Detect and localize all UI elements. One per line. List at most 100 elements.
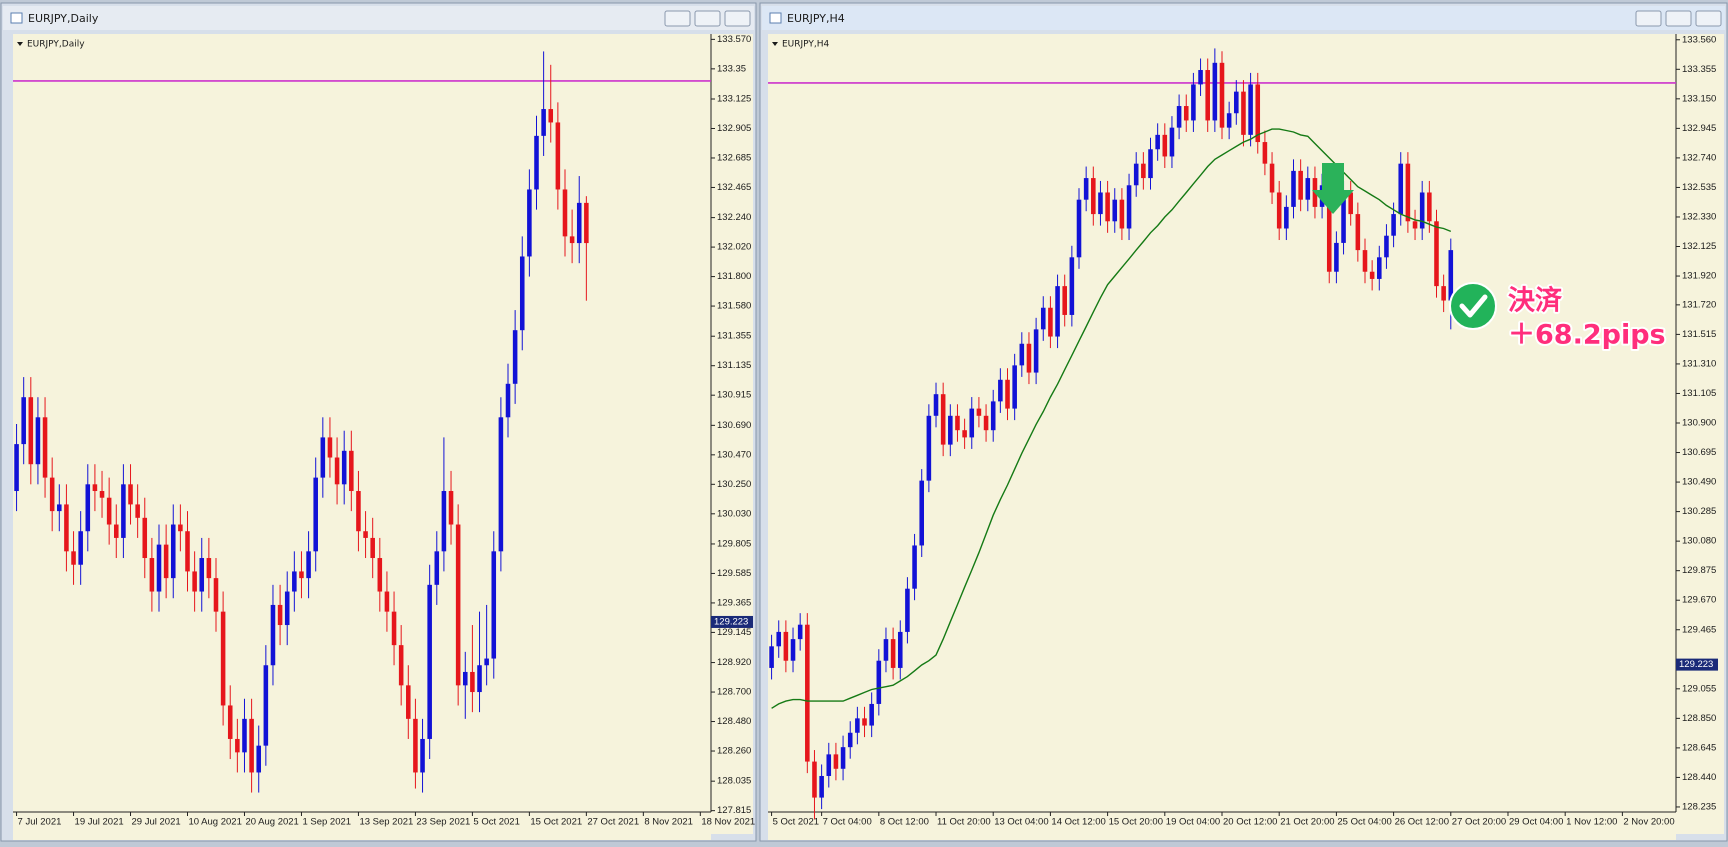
candle-body <box>384 591 390 612</box>
candle-body <box>1212 62 1218 121</box>
chart-symbol: EURJPY,Daily <box>27 40 85 50</box>
price-label-box <box>1676 658 1718 671</box>
candle-body <box>57 504 62 512</box>
x-tick-label: 20 Oct 12:00 <box>1223 817 1277 828</box>
candle-body <box>998 379 1003 402</box>
y-tick-label: 129.365 <box>717 597 751 608</box>
candle-body <box>1384 235 1389 258</box>
candle-body <box>377 558 383 592</box>
y-tick-label: 132.685 <box>717 152 751 163</box>
candle-body <box>113 524 119 538</box>
symbol-marker <box>772 42 778 46</box>
candle-body <box>1255 84 1261 143</box>
y-tick-label: 131.310 <box>1682 358 1716 369</box>
candle-body <box>555 122 561 190</box>
y-tick-label: 130.030 <box>717 508 751 519</box>
candle-body <box>876 660 882 704</box>
candle-body <box>391 611 397 646</box>
close-button[interactable] <box>1695 10 1722 27</box>
candle-body <box>955 415 960 431</box>
candle-body <box>1291 170 1296 207</box>
candle-body <box>334 457 340 485</box>
candle-body <box>99 491 105 498</box>
y-tick-label: 131.580 <box>717 301 751 312</box>
candle-body <box>263 665 269 746</box>
candle-body <box>797 624 803 640</box>
candle-body <box>1040 307 1046 330</box>
y-tick-label: 133.355 <box>1682 64 1716 75</box>
candle-body <box>1305 178 1311 200</box>
candle-body <box>819 775 824 798</box>
candle-body <box>962 430 967 438</box>
y-tick-label: 131.355 <box>717 331 751 342</box>
candle-body <box>1119 199 1125 229</box>
y-tick-label: 129.670 <box>1682 595 1716 606</box>
candle-body <box>1148 149 1153 179</box>
candle-body <box>170 524 176 579</box>
candle-body <box>1241 91 1246 135</box>
candle-body <box>1191 84 1196 121</box>
candle-body <box>270 604 276 666</box>
candle-body <box>178 524 183 532</box>
candle-body <box>1048 307 1053 337</box>
profit-label: ＋68.2pips <box>1508 320 1666 351</box>
y-tick-label: 128.440 <box>1682 772 1716 783</box>
candle-body <box>519 256 525 331</box>
candle-body <box>21 397 26 445</box>
candle-body <box>1234 91 1239 114</box>
candle-body <box>862 718 867 726</box>
x-tick-label: 13 Oct 04:00 <box>994 817 1048 828</box>
candle-body <box>370 537 375 559</box>
y-tick-label: 132.465 <box>717 182 751 193</box>
minimize-button[interactable] <box>1635 10 1662 27</box>
candle-body <box>42 417 48 478</box>
candle-body <box>470 671 475 693</box>
candle-body <box>1369 271 1375 279</box>
y-tick-label: 130.900 <box>1682 418 1716 429</box>
candle-body <box>420 738 425 773</box>
candle-body <box>790 639 796 661</box>
candle-body <box>192 571 197 592</box>
x-tick-label: 23 Sep 2021 <box>416 817 470 828</box>
y-tick-label: 129.875 <box>1682 565 1716 576</box>
candle-body <box>199 558 205 592</box>
candle-body <box>106 497 112 525</box>
y-tick-label: 132.020 <box>717 242 751 253</box>
y-tick-label: 129.145 <box>717 627 751 638</box>
candle-body <box>85 484 91 532</box>
candle-body <box>1377 257 1382 279</box>
y-tick-label: 132.535 <box>1682 182 1716 193</box>
y-tick-label: 133.125 <box>717 94 751 105</box>
candle-body <box>327 437 333 458</box>
maximize-button[interactable] <box>1665 10 1692 27</box>
y-tick-label: 133.560 <box>1682 34 1716 45</box>
window-icon <box>10 12 23 24</box>
maximize-button[interactable] <box>694 10 721 27</box>
candle-body <box>1076 199 1082 258</box>
minimize-button[interactable] <box>664 10 691 27</box>
candle-body <box>1326 185 1332 272</box>
y-tick-label: 131.720 <box>1682 299 1716 310</box>
y-tick-label: 128.235 <box>1682 801 1716 812</box>
candle-body <box>527 189 532 257</box>
axis-area <box>711 34 753 834</box>
candle-body <box>1405 163 1411 222</box>
candle-body <box>406 685 411 719</box>
candle-body <box>163 544 169 579</box>
candle-body <box>1341 192 1346 243</box>
candle-body <box>49 477 55 512</box>
candle-body <box>990 401 996 431</box>
candle-body <box>64 504 69 552</box>
candle-body <box>1355 214 1361 251</box>
candle-body <box>926 415 932 481</box>
candle-body <box>1419 192 1425 229</box>
candle-body <box>847 732 853 748</box>
close-button[interactable] <box>724 10 751 27</box>
candle-body <box>71 551 76 565</box>
candle-body <box>1091 178 1096 215</box>
x-tick-label: 11 Oct 20:00 <box>937 817 991 828</box>
chart-symbol: EURJPY,H4 <box>782 40 830 50</box>
candle-body <box>206 558 212 579</box>
price-label: 129.223 <box>1679 659 1713 670</box>
